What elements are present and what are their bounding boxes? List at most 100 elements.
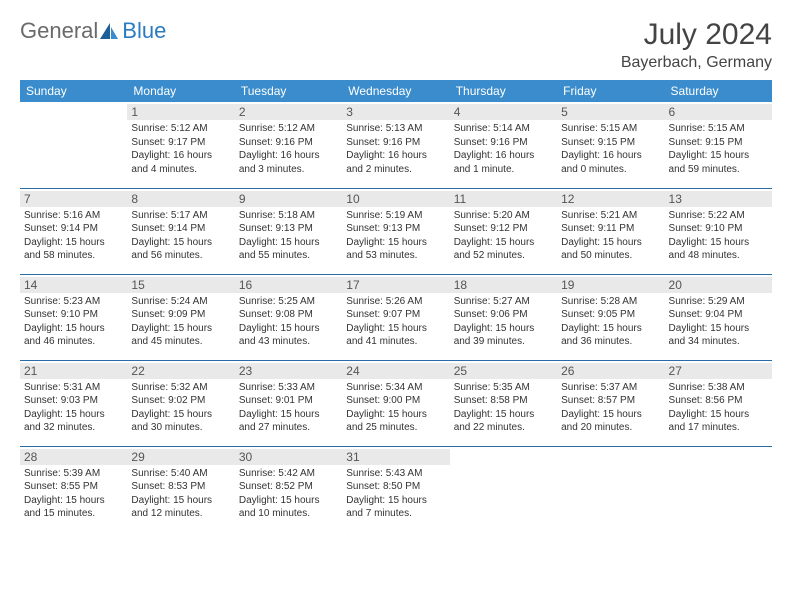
day-number: 6 <box>665 104 772 120</box>
day-number: 3 <box>342 104 449 120</box>
day-info: Sunrise: 5:20 AMSunset: 9:12 PMDaylight:… <box>454 209 553 263</box>
day-info: Sunrise: 5:15 AMSunset: 9:15 PMDaylight:… <box>561 122 660 176</box>
calendar-cell: 22 Sunrise: 5:32 AMSunset: 9:02 PMDayligh… <box>127 360 234 446</box>
day-info: Sunrise: 5:37 AMSunset: 8:57 PMDaylight:… <box>561 381 660 435</box>
calendar-cell: 17 Sunrise: 5:26 AMSunset: 9:07 PMDayligh… <box>342 274 449 360</box>
calendar-head: SundayMondayTuesdayWednesdayThursdayFrid… <box>20 80 772 102</box>
day-number: 28 <box>20 449 127 465</box>
day-number: 20 <box>665 277 772 293</box>
brand-logo: General Blue <box>20 18 166 44</box>
calendar-cell: 25Sunrise: 5:35 AMSunset: 8:58 PMDayligh… <box>450 360 557 446</box>
day-number: 30 <box>235 449 342 465</box>
calendar-cell: 2 Sunrise: 5:12 AMSunset: 9:16 PMDaylight… <box>235 102 342 188</box>
weekday-header: Thursday <box>450 80 557 102</box>
calendar-row: 28 Sunrise: 5:39 AMSunset: 8:55 PMDayligh… <box>20 446 772 532</box>
calendar-cell: 10 Sunrise: 5:19 AMSunset: 9:13 PMDayligh… <box>342 188 449 274</box>
calendar-table: SundayMondayTuesdayWednesdayThursdayFrid… <box>20 80 772 532</box>
day-info: Sunrise: 5:19 AMSunset: 9:13 PMDaylight:… <box>346 209 445 263</box>
calendar-body: 1 Sunrise: 5:12 AMSunset: 9:17 PMDaylight… <box>20 102 772 532</box>
calendar-cell: 5Sunrise: 5:15 AMSunset: 9:15 PMDaylight… <box>557 102 664 188</box>
day-number: 1 <box>127 104 234 120</box>
day-info: Sunrise: 5:43 AMSunset: 8:50 PMDaylight:… <box>346 467 445 521</box>
day-info: Sunrise: 5:12 AMSunset: 9:17 PMDaylight:… <box>131 122 230 176</box>
calendar-cell: 31 Sunrise: 5:43 AMSunset: 8:50 PMDayligh… <box>342 446 449 532</box>
day-number: 12 <box>557 191 664 207</box>
day-number: 15 <box>127 277 234 293</box>
calendar-cell: 9Sunrise: 5:18 AMSunset: 9:13 PMDaylight… <box>235 188 342 274</box>
day-info: Sunrise: 5:40 AMSunset: 8:53 PMDaylight:… <box>131 467 230 521</box>
day-info: Sunrise: 5:34 AMSunset: 9:00 PMDaylight:… <box>346 381 445 435</box>
day-info: Sunrise: 5:39 AMSunset: 8:55 PMDaylight:… <box>24 467 123 521</box>
calendar-cell: 12Sunrise: 5:21 AMSunset: 9:11 PMDayligh… <box>557 188 664 274</box>
day-number: 19 <box>557 277 664 293</box>
day-info: Sunrise: 5:25 AMSunset: 9:08 PMDaylight:… <box>239 295 338 349</box>
brand-part1: General <box>20 18 98 44</box>
day-number: 23 <box>235 363 342 379</box>
calendar-cell: 24 Sunrise: 5:34 AMSunset: 9:00 PMDayligh… <box>342 360 449 446</box>
day-info: Sunrise: 5:28 AMSunset: 9:05 PMDaylight:… <box>561 295 660 349</box>
day-info: Sunrise: 5:16 AMSunset: 9:14 PMDaylight:… <box>24 209 123 263</box>
day-number: 27 <box>665 363 772 379</box>
day-info: Sunrise: 5:14 AMSunset: 9:16 PMDaylight:… <box>454 122 553 176</box>
calendar-cell: 26Sunrise: 5:37 AMSunset: 8:57 PMDayligh… <box>557 360 664 446</box>
day-info: Sunrise: 5:29 AMSunset: 9:04 PMDaylight:… <box>669 295 768 349</box>
day-number: 4 <box>450 104 557 120</box>
calendar-cell: 29 Sunrise: 5:40 AMSunset: 8:53 PMDayligh… <box>127 446 234 532</box>
calendar-cell: 16 Sunrise: 5:25 AMSunset: 9:08 PMDayligh… <box>235 274 342 360</box>
header: General Blue July 2024 Bayerbach, German… <box>20 18 772 72</box>
day-number: 17 <box>342 277 449 293</box>
calendar-cell: 14Sunrise: 5:23 AMSunset: 9:10 PMDayligh… <box>20 274 127 360</box>
day-number: 22 <box>127 363 234 379</box>
day-number: 16 <box>235 277 342 293</box>
calendar-cell: 8Sunrise: 5:17 AMSunset: 9:14 PMDaylight… <box>127 188 234 274</box>
calendar-row: 7 Sunrise: 5:16 AMSunset: 9:14 PMDaylight… <box>20 188 772 274</box>
day-info: Sunrise: 5:15 AMSunset: 9:15 PMDaylight:… <box>669 122 768 176</box>
calendar-cell: 11 Sunrise: 5:20 AMSunset: 9:12 PMDayligh… <box>450 188 557 274</box>
day-info: Sunrise: 5:22 AMSunset: 9:10 PMDaylight:… <box>669 209 768 263</box>
day-number: 7 <box>20 191 127 207</box>
calendar-row: 14Sunrise: 5:23 AMSunset: 9:10 PMDayligh… <box>20 274 772 360</box>
day-info: Sunrise: 5:38 AMSunset: 8:56 PMDaylight:… <box>669 381 768 435</box>
day-number: 24 <box>342 363 449 379</box>
calendar-cell <box>450 446 557 532</box>
weekday-header: Wednesday <box>342 80 449 102</box>
day-info: Sunrise: 5:27 AMSunset: 9:06 PMDaylight:… <box>454 295 553 349</box>
day-info: Sunrise: 5:33 AMSunset: 9:01 PMDaylight:… <box>239 381 338 435</box>
calendar-cell: 20 Sunrise: 5:29 AMSunset: 9:04 PMDayligh… <box>665 274 772 360</box>
calendar-cell: 3Sunrise: 5:13 AMSunset: 9:16 PMDaylight… <box>342 102 449 188</box>
calendar-cell: 28 Sunrise: 5:39 AMSunset: 8:55 PMDayligh… <box>20 446 127 532</box>
day-number: 11 <box>450 191 557 207</box>
day-number: 2 <box>235 104 342 120</box>
weekday-header: Saturday <box>665 80 772 102</box>
calendar-cell: 23 Sunrise: 5:33 AMSunset: 9:01 PMDayligh… <box>235 360 342 446</box>
day-info: Sunrise: 5:26 AMSunset: 9:07 PMDaylight:… <box>346 295 445 349</box>
calendar-cell <box>20 102 127 188</box>
calendar-cell <box>557 446 664 532</box>
day-number: 29 <box>127 449 234 465</box>
calendar-cell: 7 Sunrise: 5:16 AMSunset: 9:14 PMDaylight… <box>20 188 127 274</box>
location: Bayerbach, Germany <box>621 54 772 72</box>
calendar-cell: 30Sunrise: 5:42 AMSunset: 8:52 PMDayligh… <box>235 446 342 532</box>
day-number: 18 <box>450 277 557 293</box>
calendar-cell <box>665 446 772 532</box>
calendar-cell: 27 Sunrise: 5:38 AMSunset: 8:56 PMDayligh… <box>665 360 772 446</box>
title-block: July 2024 Bayerbach, Germany <box>621 18 772 72</box>
day-number: 14 <box>20 277 127 293</box>
day-info: Sunrise: 5:32 AMSunset: 9:02 PMDaylight:… <box>131 381 230 435</box>
day-number: 21 <box>20 363 127 379</box>
calendar-row: 1 Sunrise: 5:12 AMSunset: 9:17 PMDaylight… <box>20 102 772 188</box>
day-number: 31 <box>342 449 449 465</box>
calendar-cell: 1 Sunrise: 5:12 AMSunset: 9:17 PMDaylight… <box>127 102 234 188</box>
calendar-cell: 6 Sunrise: 5:15 AMSunset: 9:15 PMDaylight… <box>665 102 772 188</box>
calendar-cell: 13 Sunrise: 5:22 AMSunset: 9:10 PMDayligh… <box>665 188 772 274</box>
weekday-header: Monday <box>127 80 234 102</box>
day-info: Sunrise: 5:35 AMSunset: 8:58 PMDaylight:… <box>454 381 553 435</box>
day-number: 10 <box>342 191 449 207</box>
day-number: 13 <box>665 191 772 207</box>
calendar-cell: 19 Sunrise: 5:28 AMSunset: 9:05 PMDayligh… <box>557 274 664 360</box>
calendar-cell: 4 Sunrise: 5:14 AMSunset: 9:16 PMDaylight… <box>450 102 557 188</box>
day-info: Sunrise: 5:12 AMSunset: 9:16 PMDaylight:… <box>239 122 338 176</box>
day-number: 9 <box>235 191 342 207</box>
weekday-header: Sunday <box>20 80 127 102</box>
day-info: Sunrise: 5:31 AMSunset: 9:03 PMDaylight:… <box>24 381 123 435</box>
